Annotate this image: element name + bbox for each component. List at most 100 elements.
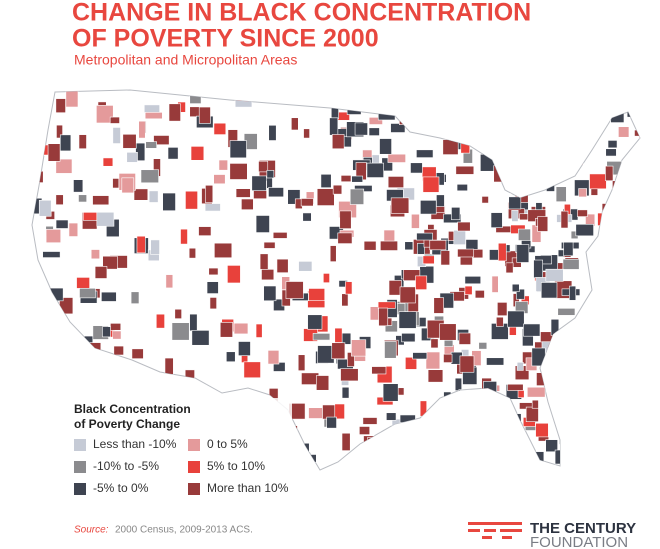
map-area <box>351 339 367 357</box>
map-area <box>577 209 588 217</box>
map-area <box>555 142 569 153</box>
map-area <box>430 444 441 458</box>
map-area <box>564 99 576 108</box>
map-area <box>563 241 574 257</box>
map-area <box>589 173 607 190</box>
map-area <box>464 275 482 285</box>
map-area <box>155 313 165 329</box>
map-area <box>461 94 470 107</box>
map-area <box>560 210 569 229</box>
map-area <box>572 336 582 348</box>
map-area <box>540 282 558 299</box>
map-area <box>96 105 114 124</box>
map-area <box>570 151 584 165</box>
legend-label: Less than -10% <box>93 437 177 451</box>
map-area <box>419 400 428 417</box>
map-area <box>464 285 473 295</box>
map-area <box>456 403 469 413</box>
map-area <box>569 285 577 301</box>
map-area <box>291 117 299 131</box>
map-area <box>390 92 409 100</box>
map-area <box>332 184 343 195</box>
map-area <box>316 375 330 391</box>
map-area <box>263 241 276 249</box>
map-area <box>164 357 174 375</box>
map-area <box>180 228 188 245</box>
map-area <box>235 188 251 198</box>
map-area <box>500 99 513 111</box>
map-area <box>535 422 549 438</box>
map-area <box>337 232 353 244</box>
map-area <box>630 391 640 407</box>
map-area <box>450 434 467 449</box>
map-area <box>422 176 440 193</box>
map-area <box>412 352 428 360</box>
map-area <box>388 428 407 436</box>
map-area <box>198 106 211 124</box>
map-area <box>112 330 122 340</box>
map-area <box>130 291 140 304</box>
map-area <box>616 315 634 329</box>
map-area <box>468 394 486 412</box>
map-area <box>131 348 144 359</box>
map-area <box>443 391 452 402</box>
map-area <box>460 138 471 154</box>
map-area <box>162 192 176 211</box>
map-area <box>380 240 398 251</box>
map-area <box>267 350 280 365</box>
map-area <box>416 232 433 241</box>
map-area <box>511 283 520 293</box>
map-area <box>78 194 87 203</box>
map-area <box>371 366 387 375</box>
map-area <box>485 97 503 113</box>
map-area <box>143 104 160 114</box>
map-area <box>354 122 368 136</box>
map-area <box>208 267 219 276</box>
map-area <box>511 210 519 222</box>
map-area <box>55 158 73 174</box>
map-area <box>560 432 577 450</box>
map-area <box>514 413 522 422</box>
map-area <box>635 258 640 272</box>
map-area <box>491 275 499 293</box>
map-area <box>330 102 339 120</box>
map-area <box>198 226 212 236</box>
map-area <box>517 446 526 462</box>
map-area <box>526 128 535 142</box>
map-area <box>478 124 490 139</box>
map-area <box>478 342 488 350</box>
map-area <box>405 356 418 370</box>
map-area <box>556 151 573 165</box>
legend-label: 0 to 5% <box>207 437 248 451</box>
map-area <box>184 369 195 383</box>
map-area <box>47 143 61 162</box>
map-area <box>443 353 453 363</box>
map-area <box>416 149 434 158</box>
map-area <box>191 330 210 346</box>
map-area <box>32 138 45 157</box>
map-area <box>569 90 580 103</box>
map-area <box>553 165 566 177</box>
map-area <box>422 471 436 480</box>
map-area <box>65 90 79 108</box>
map-area <box>38 199 52 217</box>
map-area <box>558 108 574 125</box>
map-area <box>437 434 451 451</box>
map-area <box>426 446 442 460</box>
map-area <box>472 123 481 136</box>
map-area <box>491 437 500 449</box>
map-area <box>537 216 549 232</box>
map-area <box>452 419 459 436</box>
map-area <box>641 292 651 305</box>
map-area <box>459 355 475 373</box>
map-area <box>411 213 420 229</box>
map-area <box>581 132 592 147</box>
map-area <box>185 190 198 210</box>
map-area <box>557 249 565 257</box>
map-area <box>325 468 342 470</box>
map-area <box>599 315 615 330</box>
map-area <box>492 422 502 436</box>
map-area <box>47 287 64 302</box>
map-area <box>494 102 512 110</box>
map-area <box>554 108 565 125</box>
